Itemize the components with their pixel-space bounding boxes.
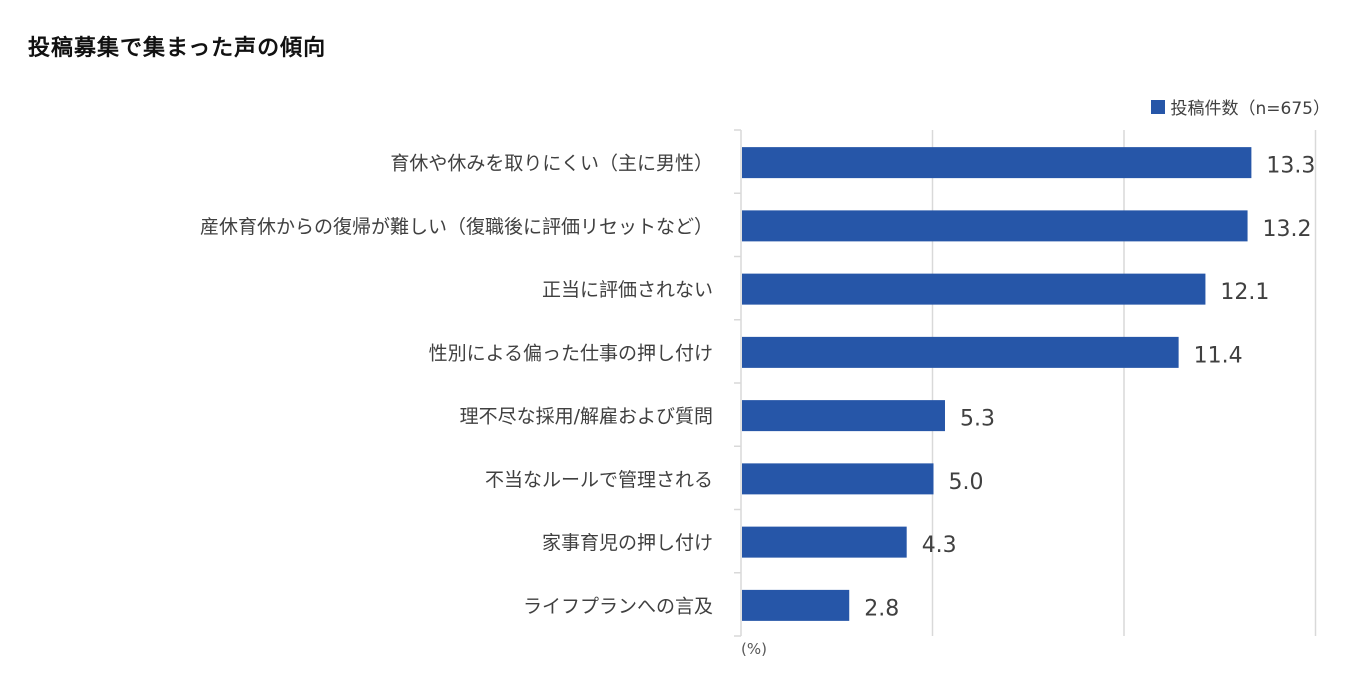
bar: [742, 336, 1179, 368]
data-label: 5.3: [960, 407, 995, 432]
category-label: 正当に評価されない: [542, 279, 713, 301]
bar: [742, 147, 1252, 179]
data-label: 4.3: [922, 533, 957, 558]
category-label: 理不尽な採用/解雇および質問: [460, 406, 713, 428]
data-label: 12.1: [1220, 280, 1269, 305]
data-label: 2.8: [864, 596, 899, 621]
data-label: 13.3: [1266, 154, 1315, 179]
category-label: 不当なルールで管理される: [485, 469, 713, 491]
legend: 投稿件数（n=675）: [1150, 94, 1330, 119]
category-label: 育休や休みを取りにくい（主に男性）: [390, 153, 713, 175]
bar: [742, 400, 945, 432]
bar: [742, 273, 1206, 305]
category-label: 性別による偏った仕事の押し付け: [429, 342, 713, 364]
data-label: 13.2: [1263, 217, 1312, 242]
data-label: 11.4: [1194, 343, 1243, 368]
bar: [742, 463, 934, 495]
category-label: 家事育児の押し付け: [542, 532, 713, 554]
unit-label: (%): [741, 640, 767, 658]
category-label: 産休育休からの復帰が難しい（復職後に評価リセットなど）: [200, 216, 713, 238]
legend-swatch: [1150, 99, 1165, 114]
legend-label: 投稿件数（n=675）: [1170, 99, 1330, 119]
bar: [742, 589, 850, 621]
category-label: ライフプランへの言及: [523, 595, 713, 617]
data-label: 5.0: [949, 470, 984, 495]
bar: [742, 526, 907, 558]
chart-title: 投稿募集で集まった声の傾向: [28, 36, 327, 61]
bar: [742, 210, 1248, 242]
